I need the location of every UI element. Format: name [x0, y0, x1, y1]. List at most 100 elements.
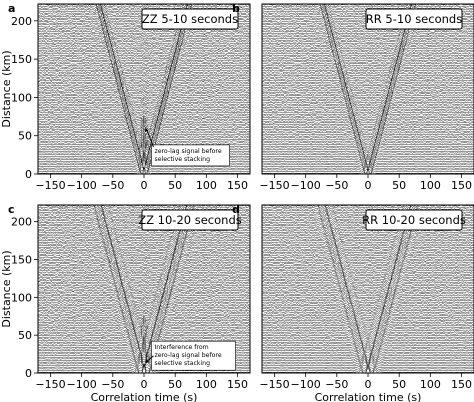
trace	[262, 39, 474, 45]
trace	[38, 237, 250, 244]
trace	[38, 138, 250, 144]
trace	[38, 112, 250, 119]
trace	[262, 287, 474, 294]
trace	[262, 72, 474, 79]
trace	[38, 65, 250, 72]
trace	[262, 43, 474, 50]
trace	[262, 337, 474, 344]
x-tick-label: 150	[451, 179, 472, 192]
trace	[262, 324, 474, 330]
trace	[262, 361, 474, 366]
trace	[38, 305, 250, 312]
trace	[38, 276, 250, 282]
trace	[38, 205, 250, 211]
trace	[38, 257, 250, 264]
trace	[38, 123, 250, 130]
trace	[262, 231, 474, 237]
trace	[262, 205, 474, 212]
trace	[38, 232, 250, 239]
inset-title-box	[365, 8, 463, 30]
trace	[262, 34, 474, 40]
trace	[38, 332, 250, 339]
inset-title: RR 10-20 seconds	[362, 213, 466, 227]
trace	[38, 282, 250, 289]
trace	[262, 150, 474, 156]
trace	[262, 241, 474, 247]
trace	[262, 30, 474, 36]
x-tick-label: −50	[325, 378, 348, 391]
y-tick-label: 150	[11, 253, 32, 266]
trace	[38, 325, 250, 332]
annotation-text: zero-lag signal before	[154, 148, 221, 155]
trace	[38, 131, 250, 138]
x-tick-label: −150	[35, 378, 65, 391]
trace	[38, 309, 250, 316]
trace	[262, 271, 474, 277]
trace	[38, 249, 250, 256]
trace	[38, 92, 250, 99]
trace	[262, 364, 474, 367]
trace	[262, 249, 474, 256]
trace	[38, 116, 250, 122]
trace	[38, 312, 250, 319]
trace	[38, 129, 250, 136]
x-tick-label: 100	[196, 378, 217, 391]
y-tick-label: 50	[18, 130, 32, 143]
trace	[38, 136, 250, 143]
trace	[262, 36, 474, 41]
trace	[38, 102, 250, 110]
trace	[38, 251, 250, 257]
panel-letter: d	[232, 203, 240, 216]
trace	[38, 270, 250, 277]
trace	[262, 299, 474, 305]
trace	[262, 251, 474, 257]
trace	[38, 109, 250, 116]
trace	[38, 110, 250, 118]
trace	[262, 100, 474, 107]
trace	[262, 268, 474, 274]
trace	[262, 352, 474, 359]
x-tick-label: 0	[141, 378, 148, 391]
x-tick-label: −100	[67, 179, 97, 192]
trace	[262, 336, 474, 342]
x-tick-label: −50	[325, 179, 348, 192]
trace	[38, 241, 250, 247]
trace	[38, 267, 250, 274]
trace	[262, 205, 474, 211]
trace	[38, 97, 250, 104]
trace	[262, 67, 474, 73]
trace	[262, 64, 474, 70]
trace	[262, 55, 474, 62]
trace	[262, 57, 474, 63]
trace	[38, 86, 250, 92]
trace	[38, 126, 250, 133]
trace	[38, 310, 250, 317]
trace	[262, 110, 474, 118]
trace-group	[38, 4, 250, 174]
trace	[38, 205, 250, 209]
trace	[262, 306, 474, 312]
trace	[262, 262, 474, 269]
trace	[262, 88, 474, 94]
trace	[262, 257, 474, 264]
trace	[38, 289, 250, 296]
trace	[38, 75, 250, 83]
trace	[38, 334, 250, 340]
trace	[262, 314, 474, 320]
trace	[262, 126, 474, 132]
trace	[38, 45, 250, 52]
trace	[262, 97, 474, 103]
trace	[38, 313, 250, 320]
trace	[262, 37, 474, 43]
x-tick-label: 150	[227, 378, 248, 391]
trace	[38, 104, 250, 111]
inset-title: ZZ 5-10 seconds	[142, 12, 238, 26]
trace	[38, 317, 250, 324]
trace	[262, 327, 474, 334]
trace	[262, 28, 474, 35]
trace	[262, 77, 474, 84]
inset-title: RR 5-10 seconds	[366, 12, 462, 26]
trace	[262, 54, 474, 59]
trace	[38, 64, 250, 71]
x-tick-label: 0	[365, 378, 372, 391]
